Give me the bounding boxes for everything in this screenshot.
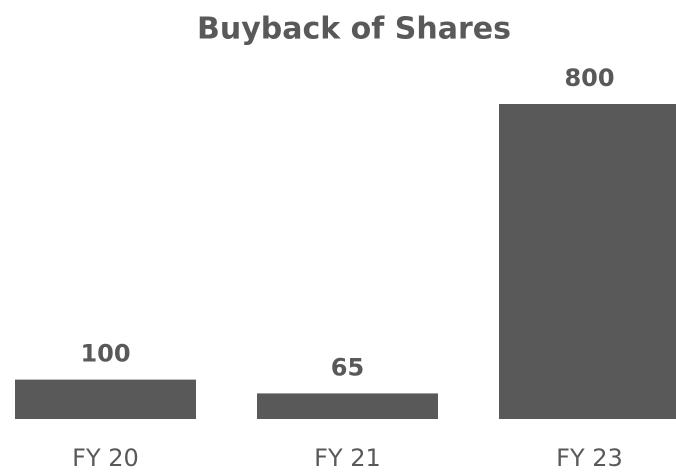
- value-label: 100: [80, 340, 130, 368]
- bar: [257, 393, 438, 419]
- x-tick-label: FY 23: [556, 444, 623, 472]
- x-tick-label: FY 21: [314, 444, 381, 472]
- bar: [499, 104, 676, 419]
- bar: [15, 379, 196, 419]
- x-tick-label: FY 20: [72, 444, 139, 472]
- value-label: 800: [564, 64, 614, 92]
- value-label: 65: [331, 353, 364, 381]
- chart-title: Buyback of Shares: [197, 12, 511, 47]
